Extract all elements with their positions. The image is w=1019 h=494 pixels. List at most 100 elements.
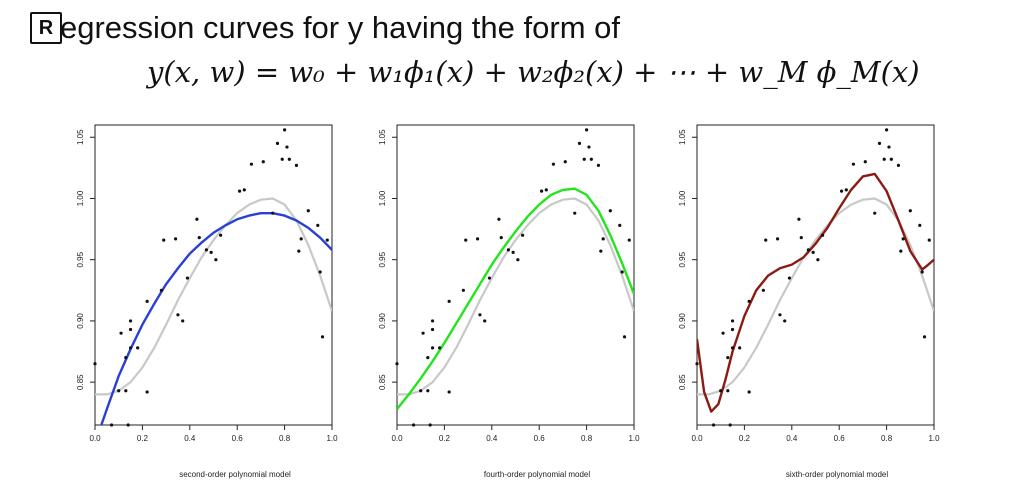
data-point [764, 238, 768, 242]
data-point [582, 157, 586, 161]
data-point [563, 160, 567, 164]
data-point [726, 389, 730, 393]
data-point [411, 423, 416, 427]
data-point [124, 389, 128, 393]
data-point [176, 313, 180, 317]
plot-frame [94, 124, 333, 426]
data-point [426, 356, 430, 360]
plot-frame [696, 124, 935, 426]
data-point [719, 389, 723, 393]
plot-sixth-order: 0.0 0.2 0.4 0.6 0.8 1.0 0.85 0.90 0.95 1.00 1.05 s… [657, 110, 957, 490]
data-point [787, 276, 792, 280]
x-tick-label: 0.4 [486, 434, 498, 443]
data-point [799, 236, 803, 240]
plot-sixth-order-xlabel: sixth-order polynomial model [785, 470, 889, 479]
data-point [497, 217, 501, 221]
data-point [438, 346, 442, 350]
data-point [275, 141, 280, 145]
data-point [195, 217, 199, 221]
x-tick-label: 0.6 [534, 434, 546, 443]
plot-second-order-svg: 0.0 0.2 0.4 0.6 0.8 1.0 0.85 0.90 0.95 1.00 1.05 [76, 124, 338, 443]
data-point [839, 189, 844, 193]
data-point [499, 236, 503, 240]
data-point [920, 270, 924, 274]
data-point [887, 145, 891, 149]
data-point [428, 423, 432, 427]
data-point [483, 319, 487, 323]
data-point [544, 188, 548, 192]
slide-title-row: R egression curves for y having the form… [30, 8, 620, 48]
data-point [294, 163, 299, 168]
data-point [306, 209, 310, 213]
data-point [173, 237, 178, 241]
x-tick-label: 0.8 [581, 434, 593, 443]
reference-curve [397, 197, 634, 396]
data-point [596, 163, 601, 168]
data-point [608, 209, 612, 213]
data-point [464, 238, 468, 242]
y-tick-label: 1.05 [378, 129, 387, 145]
data-point [901, 237, 905, 241]
fit-curve [397, 187, 634, 410]
y-tick-label: 1.00 [76, 190, 85, 206]
data-point [783, 319, 787, 323]
y-tick-label: 1.00 [378, 190, 387, 206]
data-point [711, 423, 716, 427]
data-point [918, 223, 922, 228]
data-point [325, 238, 329, 242]
data-point [730, 327, 735, 332]
data-point [927, 238, 931, 242]
data-point [730, 319, 735, 323]
y-tick-label: 0.85 [678, 374, 687, 390]
data-point [287, 157, 291, 161]
data-point [730, 346, 735, 350]
data-point [209, 250, 213, 254]
y-tick-label: 0.95 [76, 251, 85, 267]
data-point [896, 163, 901, 168]
y-tick-label: 0.85 [76, 374, 85, 390]
data-point [461, 288, 465, 292]
y-tick-label: 0.90 [76, 313, 85, 329]
data-point [197, 236, 201, 240]
x-tick-label: 1.0 [928, 434, 940, 443]
x-tick-label: 0.8 [279, 434, 291, 443]
data-point [185, 276, 190, 280]
regression-formula: y(x, w) = w₀ + w₁ϕ₁(x) + w₂ϕ₂(x) + ⋯ + w… [147, 55, 920, 89]
data-point [124, 356, 128, 360]
y-tick-label: 0.90 [678, 313, 687, 329]
data-point [521, 233, 525, 237]
data-point [299, 237, 303, 241]
data-point [539, 189, 544, 193]
data-point [577, 141, 582, 145]
data-point [863, 160, 867, 164]
data-point [181, 319, 185, 323]
plot-sixth-order-svg: 0.0 0.2 0.4 0.6 0.8 1.0 0.85 0.90 0.95 1.00 1.05 [678, 124, 940, 443]
data-point [430, 346, 435, 350]
data-point [316, 223, 320, 228]
title-bullet-icon: R [30, 12, 62, 44]
data-point [620, 270, 624, 274]
data-point [136, 346, 140, 350]
x-tick-label: 0.4 [184, 434, 196, 443]
data-point [806, 248, 810, 252]
data-point [882, 157, 886, 161]
data-point [430, 319, 435, 323]
y-tick-label: 0.95 [678, 251, 687, 267]
data-point [126, 423, 130, 427]
data-point [426, 389, 430, 393]
data-point [297, 249, 301, 253]
data-point [506, 248, 510, 252]
data-point [271, 211, 275, 215]
data-point [285, 145, 289, 149]
data-point [726, 356, 730, 360]
plot-frame [396, 124, 635, 426]
data-point [162, 238, 166, 242]
data-point [599, 249, 603, 253]
data-point [747, 299, 751, 303]
x-tick-label: 0.6 [232, 434, 244, 443]
data-point [145, 299, 149, 303]
reference-curve [697, 197, 934, 396]
data-point [511, 250, 515, 254]
data-point [622, 335, 627, 339]
data-point [873, 211, 877, 215]
